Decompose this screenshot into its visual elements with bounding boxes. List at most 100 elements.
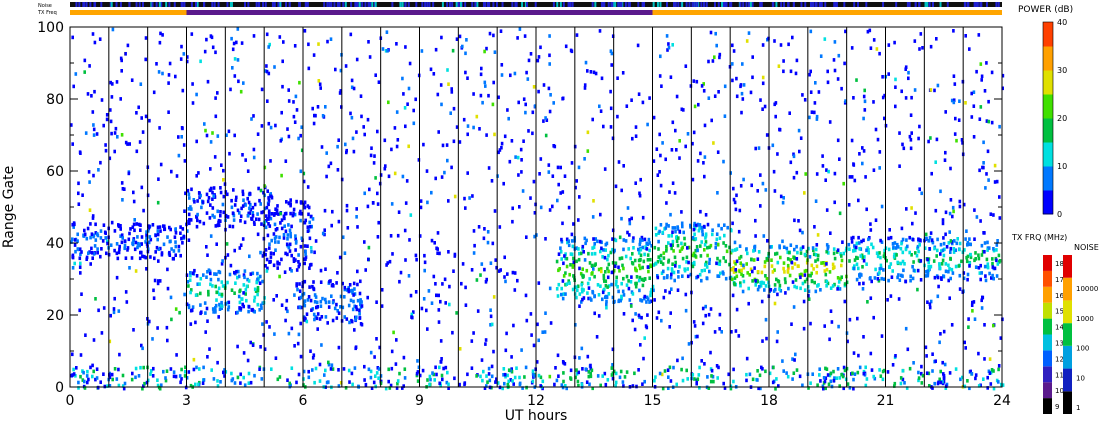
echo-cell [824,272,828,277]
echo-cell [222,178,225,182]
echo-cell [191,271,195,275]
echo-cell [239,381,242,385]
echo-cell [561,221,564,226]
echo-cell [124,290,128,294]
echo-cell [259,274,262,279]
echo-cell [260,222,263,226]
echo-cell [299,321,302,326]
echo-cell [109,108,112,112]
echo-cell [395,386,399,390]
echo-cell [118,244,121,249]
echo-cell [146,229,150,233]
noise-mark [326,2,329,7]
echo-cell [816,383,819,387]
echo-cell [79,252,82,257]
echo-cell [356,282,359,287]
echo-cell [278,274,281,279]
echo-cell [390,366,394,371]
echo-cell [482,369,485,374]
echo-cell [807,246,810,251]
echo-cell [717,90,720,94]
echo-cell [274,240,277,244]
echo-cell [878,166,881,170]
echo-cell [91,214,95,218]
echo-cell [833,40,837,44]
noise-mark [624,2,627,7]
echo-cell [73,238,77,242]
echo-cell [866,246,869,250]
echo-cell [809,273,812,278]
echo-cell [863,88,866,93]
echo-cell [792,371,796,375]
echo-cell [912,260,915,264]
echo-cell [168,239,172,244]
noise-mark [486,2,489,7]
echo-cell [867,251,870,255]
echo-cell [969,252,972,257]
echo-cell [921,373,925,378]
echo-cell [735,94,739,99]
echo-cell [103,230,107,235]
echo-cell [490,322,494,327]
echo-cell [258,281,262,285]
echo-cell [965,259,969,264]
echo-cell [232,213,236,218]
echo-cell [949,250,952,254]
echo-cell [92,133,96,137]
echo-cell [906,347,910,352]
echo-cell [970,91,973,96]
echo-cell [156,232,160,237]
echo-cell [786,269,790,273]
echo-cell [354,317,357,322]
echo-cell [625,104,629,108]
echo-cell [186,55,189,59]
echo-cell [166,338,169,343]
echo-cell [928,235,932,240]
echo-cell [133,218,136,222]
echo-cell [133,247,137,252]
echo-cell [158,225,162,229]
echo-cell [188,221,191,226]
echo-cell [823,263,827,267]
echo-cell [253,287,257,292]
echo-cell [483,227,486,231]
noise-mark [721,2,724,7]
echo-cell [673,191,677,195]
echo-cell [252,114,255,118]
echo-cell [217,277,220,282]
echo-cell [832,58,836,62]
echo-cell [904,67,907,71]
echo-cell [239,219,242,223]
echo-cell [277,212,280,216]
echo-cell [693,262,696,266]
noise-mark [559,2,562,7]
echo-cell [846,382,850,386]
echo-cell [533,211,537,215]
echo-cell [592,237,595,241]
echo-cell [931,369,934,373]
echo-cell [190,32,194,36]
echo-cell [697,102,700,107]
echo-cell [869,228,873,232]
echo-cell [84,333,87,337]
echo-cell [914,251,917,255]
echo-cell [735,259,739,264]
echo-cell [671,181,675,185]
echo-cell [916,287,919,292]
echo-cell [575,295,578,300]
echo-cell [738,244,742,248]
echo-cell [841,240,844,244]
echo-cell [306,225,310,229]
echo-cell [207,289,210,294]
echo-cell [281,84,284,89]
echo-cell [813,225,816,229]
echo-cell [209,277,213,282]
echo-cell [292,100,295,104]
echo-cell [450,87,453,91]
echo-cell [498,225,502,229]
echo-cell [668,190,671,194]
echo-cell [364,268,367,272]
echo-cell [243,383,247,387]
echo-cell [464,206,467,210]
echo-cell [852,249,855,253]
